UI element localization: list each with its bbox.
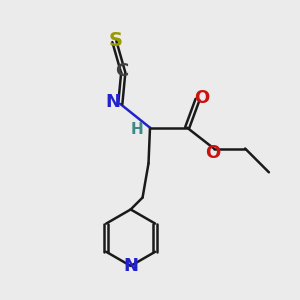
Text: S: S — [109, 31, 123, 50]
Text: O: O — [205, 144, 220, 162]
Text: H: H — [130, 122, 143, 137]
Text: O: O — [194, 89, 210, 107]
Text: N: N — [105, 93, 120, 111]
Text: N: N — [123, 257, 138, 275]
Text: C: C — [115, 62, 128, 80]
